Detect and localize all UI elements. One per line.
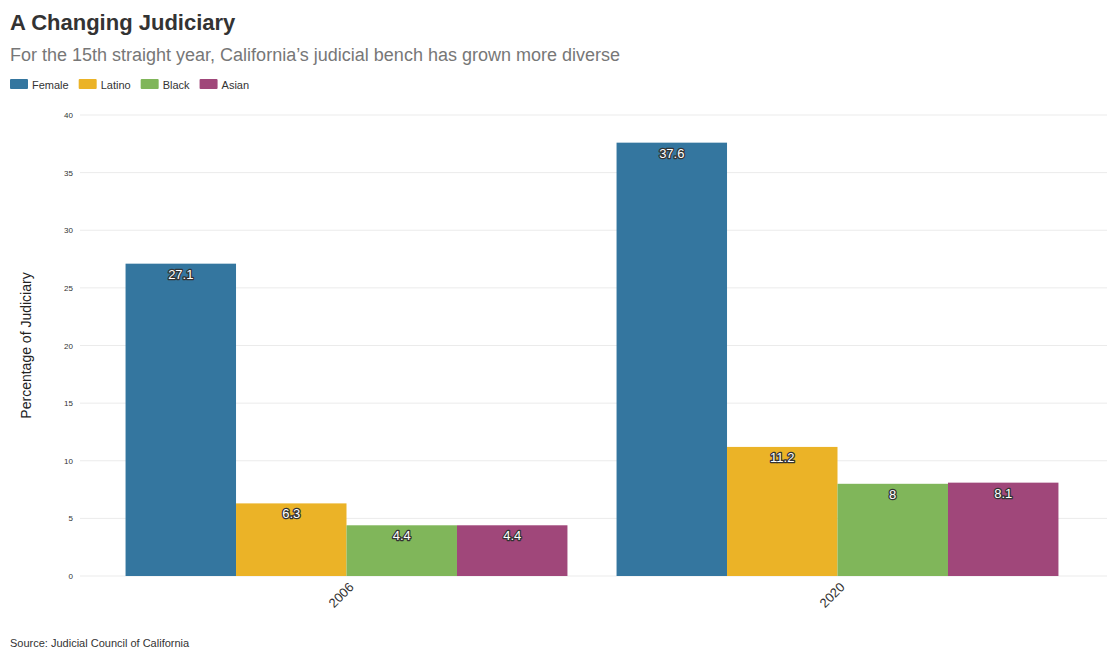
bar xyxy=(126,264,236,576)
data-label: 4.4 xyxy=(503,528,521,543)
y-axis-label: Percentage of Judiciary xyxy=(18,272,34,418)
x-tick-label: 2020 xyxy=(817,580,848,611)
grid-line xyxy=(80,115,1107,116)
data-label: 27.1 xyxy=(168,267,193,282)
y-tick-label: 10 xyxy=(64,457,73,466)
legend-label: Black xyxy=(163,79,190,91)
legend-swatch xyxy=(141,79,159,89)
bar xyxy=(727,447,837,576)
bar xyxy=(236,503,346,576)
data-label: 11.2 xyxy=(770,450,794,465)
x-tick-label: 2006 xyxy=(326,580,357,611)
data-label: 8 xyxy=(889,487,896,502)
legend-swatch xyxy=(200,79,218,89)
legend-swatch xyxy=(79,79,97,89)
y-tick-label: 5 xyxy=(69,514,74,523)
y-tick-label: 40 xyxy=(64,111,73,120)
grid-line xyxy=(80,172,1107,173)
legend-swatch xyxy=(10,79,28,89)
y-tick-label: 25 xyxy=(64,284,73,293)
bars xyxy=(126,143,1059,576)
chart: A Changing Judiciary For the 15th straigh… xyxy=(0,0,1117,650)
data-label: 6.3 xyxy=(282,506,300,521)
y-tick-label: 35 xyxy=(64,169,73,178)
data-label: 4.4 xyxy=(393,528,411,543)
bar xyxy=(617,143,727,576)
subtitle: For the 15th straight year, California’s… xyxy=(10,45,620,65)
legend-label: Latino xyxy=(101,79,131,91)
data-label: 8.1 xyxy=(994,486,1012,501)
y-tick-label: 15 xyxy=(64,399,73,408)
title: A Changing Judiciary xyxy=(10,10,236,35)
bar xyxy=(948,483,1058,576)
y-tick-label: 20 xyxy=(64,342,73,351)
y-tick-label: 30 xyxy=(64,226,73,235)
data-labels: 27.1 6.3 4.4 4.4 37.6 11.2 8 8.1 xyxy=(168,146,1012,544)
source: Source: Judicial Council of California xyxy=(10,637,190,649)
bar xyxy=(347,525,457,576)
data-label: 37.6 xyxy=(659,146,684,161)
grid-line xyxy=(80,230,1107,231)
legend-label: Female xyxy=(32,79,69,91)
bar xyxy=(457,525,567,576)
bar xyxy=(838,484,948,576)
y-tick-label: 0 xyxy=(69,572,74,581)
legend-label: Asian xyxy=(222,79,250,91)
